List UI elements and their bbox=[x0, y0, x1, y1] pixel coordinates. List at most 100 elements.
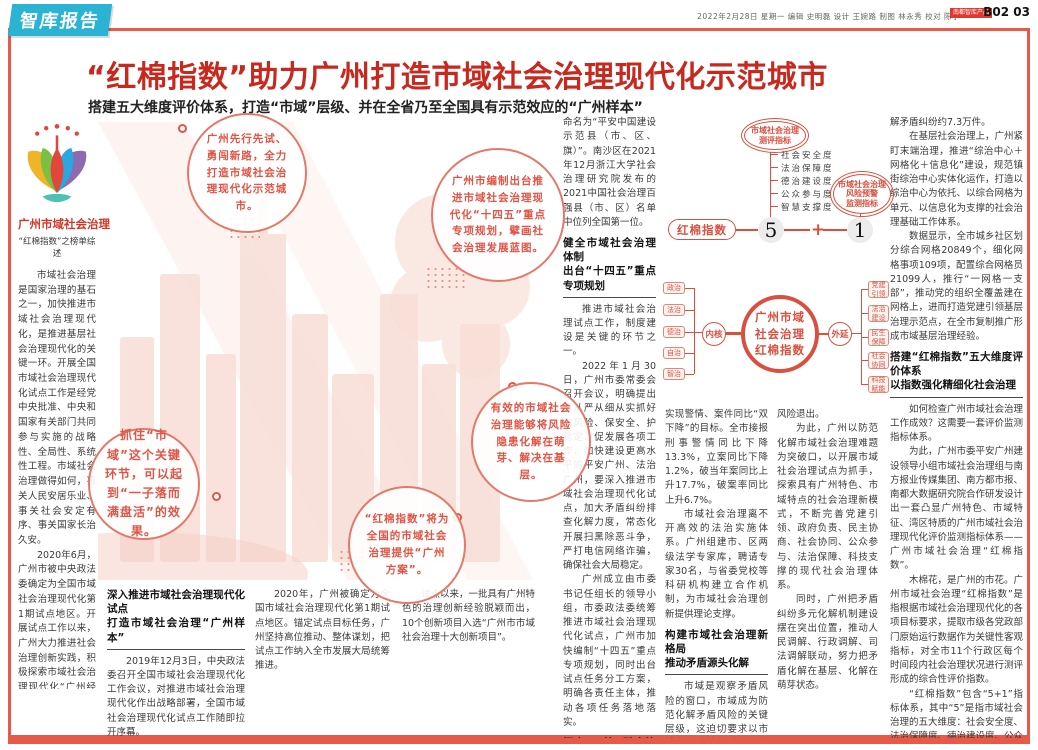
connector-line bbox=[685, 353, 694, 354]
dimension-item: 德治建设度 bbox=[771, 174, 834, 187]
body-column-a: 命名为“平安中国建设示范县（市、区、旗）”。南沙区在2021年12月浙江大学社会… bbox=[563, 116, 656, 738]
section-header-line: 探索“五治”融合治理体系 bbox=[563, 736, 656, 738]
dimension-label: 公众参与度 bbox=[781, 189, 834, 200]
connector-tick bbox=[771, 167, 778, 168]
dimension-item: 公众参与度 bbox=[771, 187, 834, 200]
section-header-line: 深入推进市域社会治理现代化试点 bbox=[107, 589, 245, 616]
connector-line bbox=[726, 332, 742, 335]
connector-tick bbox=[771, 206, 778, 207]
column-section-header: 探索“五治”融合治理体系 激发基层治理内生动力 bbox=[563, 736, 656, 738]
index-name-label: 红棉指数 bbox=[668, 219, 736, 240]
connector-line bbox=[861, 313, 868, 314]
connector-line bbox=[861, 360, 868, 361]
connector-line bbox=[852, 333, 861, 334]
outer-item-node: 科技赋能 bbox=[868, 376, 889, 393]
section-header-line: 打造市域社会治理“广州样本” bbox=[107, 617, 245, 644]
bubble-line: 市域社会治理 bbox=[838, 179, 886, 189]
dimension-item: 社会安全度 bbox=[771, 148, 834, 161]
sidebar-paragraph: 市域社会治理是国家治理的基石之一，加快推进市域社会治理现代化，是推进基层社会治理… bbox=[18, 270, 96, 546]
section-header-rule bbox=[107, 648, 245, 650]
bubble-line: 市域社会治理 bbox=[751, 125, 799, 135]
body-paragraph: 为此，广州市委平安广州建设领导小组市域社会治理组与南方报业传媒集团、南方都市报、… bbox=[890, 446, 1023, 572]
page-frame-bottom-bar bbox=[8, 735, 1030, 744]
section-kicker-badge: 智库报告 bbox=[7, 4, 113, 36]
center-circle-line: 红棉指数 bbox=[755, 343, 805, 358]
section-header-rule bbox=[890, 396, 1023, 398]
core-item-node: 自治 bbox=[663, 347, 685, 359]
body-column-c: 风险退出。 为此，广州以防范化解市域社会治理难题为突破口，以开展市域社会治理试点… bbox=[777, 408, 878, 738]
plus-sign: + bbox=[811, 220, 826, 240]
body-paragraph: 解矛盾纠纷约7.3万件。 bbox=[890, 117, 991, 128]
connector-line bbox=[685, 374, 694, 375]
connector-line bbox=[861, 384, 868, 385]
edition-credits: 2022年2月28日 星期一 编辑 史明磊 设计 王婉路 制图 林永秀 校对 陈… bbox=[697, 12, 960, 21]
center-circle-line: 社会治理 bbox=[755, 326, 805, 341]
body-paragraph: 同时，广州把矛盾纠纷多元化解机制建设摆在突出位置，推动人民调解、行政调解、司法调… bbox=[777, 594, 878, 691]
section-header-line: 构建市域社会治理新格局 bbox=[665, 628, 768, 655]
page-number: B02 03 bbox=[983, 5, 1030, 19]
connector-line bbox=[694, 288, 695, 374]
section-header-rule bbox=[665, 674, 768, 676]
body-paragraph: 在基层社会治理上，广州紧盯末端治理，推进“综治中心＋网格化＋信息化”建设，规范镇… bbox=[890, 131, 1023, 228]
outer-item-node: 社会协同 bbox=[868, 352, 889, 369]
sub-headline: 搭建五大维度评价体系，打造“市域”层级、并在全省乃至全国具有示范效应的“广州样本… bbox=[88, 100, 643, 116]
body-paragraph: 数据显示，全市城乡社区划分综合网格20849个，细化网格事项109项，配置综合网… bbox=[890, 231, 1023, 342]
connector-tick bbox=[771, 180, 778, 181]
section-header-line: 出台“十四五”重点专项规划 bbox=[563, 265, 656, 292]
body-paragraph: 命名为“平安中国建设示范县（市、区、旗）”。南沙区在2021年12月浙江大学社会… bbox=[563, 117, 656, 228]
bubble-line: 监测指标 bbox=[846, 198, 878, 208]
donut-decoration bbox=[178, 124, 187, 133]
core-ring-label: 内核 bbox=[702, 322, 726, 346]
sidebar-paragraph: 2020年6月，广州市被中央政法委确定为全国市域社会治理现代化第1期试点地区。开… bbox=[18, 549, 96, 689]
evaluation-indicators-bubble: 市域社会治理 测评指标 bbox=[741, 118, 809, 153]
body-paragraph: 试点以来，一批具有广州特色的治理创新经验脱颖而出，10个创新项目入选“广州市市域… bbox=[402, 589, 535, 643]
risk-dimension-count: 1 bbox=[847, 217, 873, 243]
publisher-badge: 南都智库产品 bbox=[949, 8, 992, 18]
body-column-right: 解矛盾纠纷约7.3万件。 在基层社会治理上，广州紧盯末端治理，推进“综治中心＋网… bbox=[890, 116, 1023, 738]
dimension-label: 德治建设度 bbox=[781, 176, 834, 187]
center-circle-line: 广州市域 bbox=[755, 309, 805, 324]
body-paragraph: 风险退出。 bbox=[777, 409, 825, 420]
section-header-line: 以指数强化精细化社会治理 bbox=[890, 379, 1016, 392]
body-paragraph: 市域社会治理离不开高效的法治实施体系。广州组建市、区两级法学专家库，聘请专家30… bbox=[665, 508, 768, 620]
section-header-line: 搭建“红棉指数”五大维度评价体系 bbox=[890, 351, 1023, 378]
body-paragraph: 实现警情、案件同比“双下降”的目标。全市接报刑事警情同比下降13.3%，立案同比… bbox=[665, 409, 768, 506]
body-paragraph: 为此，广州以防范化解市域社会治理难题为突破口，以开展市域社会治理试点为抓手，探索… bbox=[777, 423, 878, 591]
pull-quote-callout: 广州市编制出台推进市域社会治理现代化“十四五”重点专项规划，擘画社会治理发展蓝图… bbox=[431, 148, 565, 282]
pull-quote-callout: 广州先行先试、勇闯新路，全力打造市域社会治理现代化示范城市。 bbox=[187, 113, 307, 233]
connector-line bbox=[860, 214, 861, 219]
main-headline: “红棉指数”助力广州打造市域社会治理现代化示范城市 bbox=[86, 60, 828, 95]
outer-item-node: 党建引领 bbox=[868, 281, 889, 298]
column-section-header: 搭建“红棉指数”五大维度评价体系 以指数强化精细化社会治理 bbox=[890, 350, 1023, 393]
body-paragraph: 推进市域社会治理试点工作，制度建设是关键的环节之一。 bbox=[563, 303, 656, 358]
body-paragraph: 2020年，广州被确定为全国市域社会治理现代化第1期试点地区。锚定试点目标任务，… bbox=[255, 589, 390, 672]
kapok-flower-logo-icon bbox=[27, 124, 87, 202]
bubble-line: 风险预警 bbox=[846, 189, 878, 199]
feature-column-2: 2020年，广州被确定为全国市域社会治理现代化第1期试点地区。锚定试点目标任务，… bbox=[255, 588, 390, 737]
outer-item-node: 民生保障 bbox=[868, 329, 889, 346]
core-item-node: 智治 bbox=[663, 368, 685, 380]
sidebar-summary-text: 市域社会治理是国家治理的基石之一，加快推进市域社会治理现代化，是推进基层社会治理… bbox=[18, 269, 96, 689]
dimension-item: 法治保障度 bbox=[771, 161, 834, 174]
connector-line bbox=[823, 229, 847, 231]
dimension-label: 法治保障度 bbox=[781, 163, 834, 174]
sidebar-logo-subtitle: “红棉指数”之榜单综述 bbox=[18, 237, 96, 259]
connector-line bbox=[685, 288, 694, 289]
sidebar-logo-title: 广州市域社会治理 bbox=[18, 217, 110, 231]
connector-line bbox=[784, 229, 810, 231]
pull-quote-callout: “红棉指数”将为全国的市域社会治理提供“广州方案”。 bbox=[348, 486, 466, 604]
core-item-node: 德治 bbox=[663, 326, 685, 338]
left-sidebar: 广州市域社会治理 “红棉指数”之榜单综述 市域社会治理是国家治理的基石之一，加快… bbox=[18, 120, 110, 689]
body-paragraph: 2019年12月3日，中央政法委召开全国市域社会治理现代化工作会议，对推进市域社… bbox=[107, 655, 245, 737]
connector-tick bbox=[771, 193, 778, 194]
body-paragraph: 广州成立由市委书记任组长的领导小组，市委政法委统筹推进市域社会治理现代化试点，广… bbox=[563, 574, 656, 728]
section-header-line: 推动矛盾源头化解 bbox=[665, 657, 749, 670]
five-dimensions-count: 5 bbox=[758, 217, 784, 243]
body-paragraph: “红棉指数”包含“5+1”指标体系，其中“5”是指市域社会治理的五大维度：社会安… bbox=[890, 688, 1023, 738]
pull-quote-callout: 有效的市域社会治理能够将风险隐患化解在萌芽、解决在基层。 bbox=[471, 382, 591, 502]
column-section-header: 健全市域社会治理体制 出台“十四五”重点专项规划 bbox=[563, 236, 656, 293]
connector-tick bbox=[771, 154, 778, 155]
core-item-node: 法治 bbox=[663, 304, 685, 316]
core-item-node: 政治 bbox=[663, 282, 685, 294]
